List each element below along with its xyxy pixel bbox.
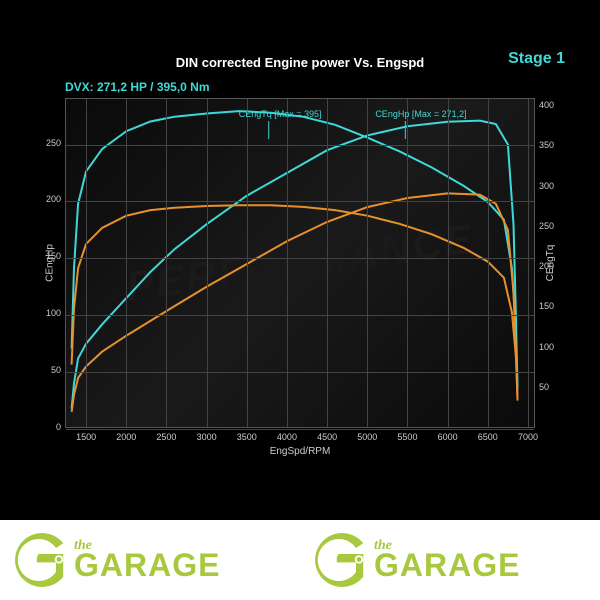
logo-cell-1: the GARAGE (0, 520, 300, 600)
dyno-chart: DIN corrected Engine power Vs. Engspd St… (20, 40, 580, 480)
y-right-tick-label: 400 (539, 100, 554, 110)
grid-line-v (528, 99, 529, 427)
series-label-CEngHp_tuned: CEngHp [Max = 271,2] (375, 109, 466, 119)
grid-line-v (207, 99, 208, 427)
x-tick-label: 5500 (397, 432, 417, 442)
logo-g-icon (8, 530, 68, 590)
y-right-tick-label: 300 (539, 181, 554, 191)
logo-text: the GARAGE (374, 540, 520, 579)
grid-line-v (367, 99, 368, 427)
x-tick-label: 7000 (518, 432, 538, 442)
x-tick-label: 3500 (237, 432, 257, 442)
series-CEngTq_tuned (72, 111, 518, 389)
logo-garage: GARAGE (74, 552, 220, 579)
grid-line-v (407, 99, 408, 427)
y-right-tick-label: 350 (539, 140, 554, 150)
grid-line-v (247, 99, 248, 427)
y-right-tick-label: 50 (539, 382, 549, 392)
y-right-tick-label: 250 (539, 221, 554, 231)
grid-line-v (448, 99, 449, 427)
logo-strip: the GARAGE the GARAGE (0, 520, 600, 600)
y-right-tick-label: 200 (539, 261, 554, 271)
grid-line-v (86, 99, 87, 427)
series-CEngHp_stock (72, 193, 518, 412)
grid-line-h (66, 429, 534, 430)
grid-line-v (488, 99, 489, 427)
logo-cell-2: the GARAGE (300, 520, 600, 600)
grid-line-h (66, 315, 534, 316)
y-left-axis-label: CEngHp (44, 244, 55, 282)
plot-area: PERFORMANCE EngSpd/RPM CEngHp CEngTq 150… (65, 98, 535, 428)
grid-line-v (327, 99, 328, 427)
grid-line-v (166, 99, 167, 427)
y-left-tick-label: 0 (56, 422, 61, 432)
y-right-tick-label: 100 (539, 342, 554, 352)
grid-line-h (66, 201, 534, 202)
chart-title: DIN corrected Engine power Vs. Engspd (20, 55, 580, 70)
grid-line-h (66, 372, 534, 373)
y-left-tick-label: 100 (46, 308, 61, 318)
x-tick-label: 2500 (156, 432, 176, 442)
series-label-CEngTq_tuned: CEngTq [Max = 395] (239, 109, 322, 119)
x-tick-label: 6500 (478, 432, 498, 442)
x-axis-label: EngSpd/RPM (66, 446, 534, 457)
x-tick-label: 6000 (438, 432, 458, 442)
series-CEngHp_tuned (72, 121, 518, 409)
stage-label: Stage 1 (508, 50, 565, 68)
logo-text: the GARAGE (74, 540, 220, 579)
chart-lines (66, 99, 534, 427)
dvx-summary: DVX: 271,2 HP / 395,0 Nm (65, 80, 210, 94)
y-left-tick-label: 200 (46, 194, 61, 204)
x-tick-label: 2000 (116, 432, 136, 442)
y-left-tick-label: 150 (46, 251, 61, 261)
grid-line-v (287, 99, 288, 427)
grid-line-h (66, 145, 534, 146)
grid-line-v (126, 99, 127, 427)
y-left-tick-label: 250 (46, 138, 61, 148)
y-left-tick-label: 50 (51, 365, 61, 375)
x-tick-label: 1500 (76, 432, 96, 442)
logo-garage: GARAGE (374, 552, 520, 579)
logo-g-icon (308, 530, 368, 590)
series-CEngTq_stock (72, 205, 518, 397)
x-tick-label: 4000 (277, 432, 297, 442)
x-tick-label: 5000 (357, 432, 377, 442)
x-tick-label: 3000 (197, 432, 217, 442)
grid-line-h (66, 258, 534, 259)
y-right-tick-label: 150 (539, 301, 554, 311)
x-tick-label: 4500 (317, 432, 337, 442)
